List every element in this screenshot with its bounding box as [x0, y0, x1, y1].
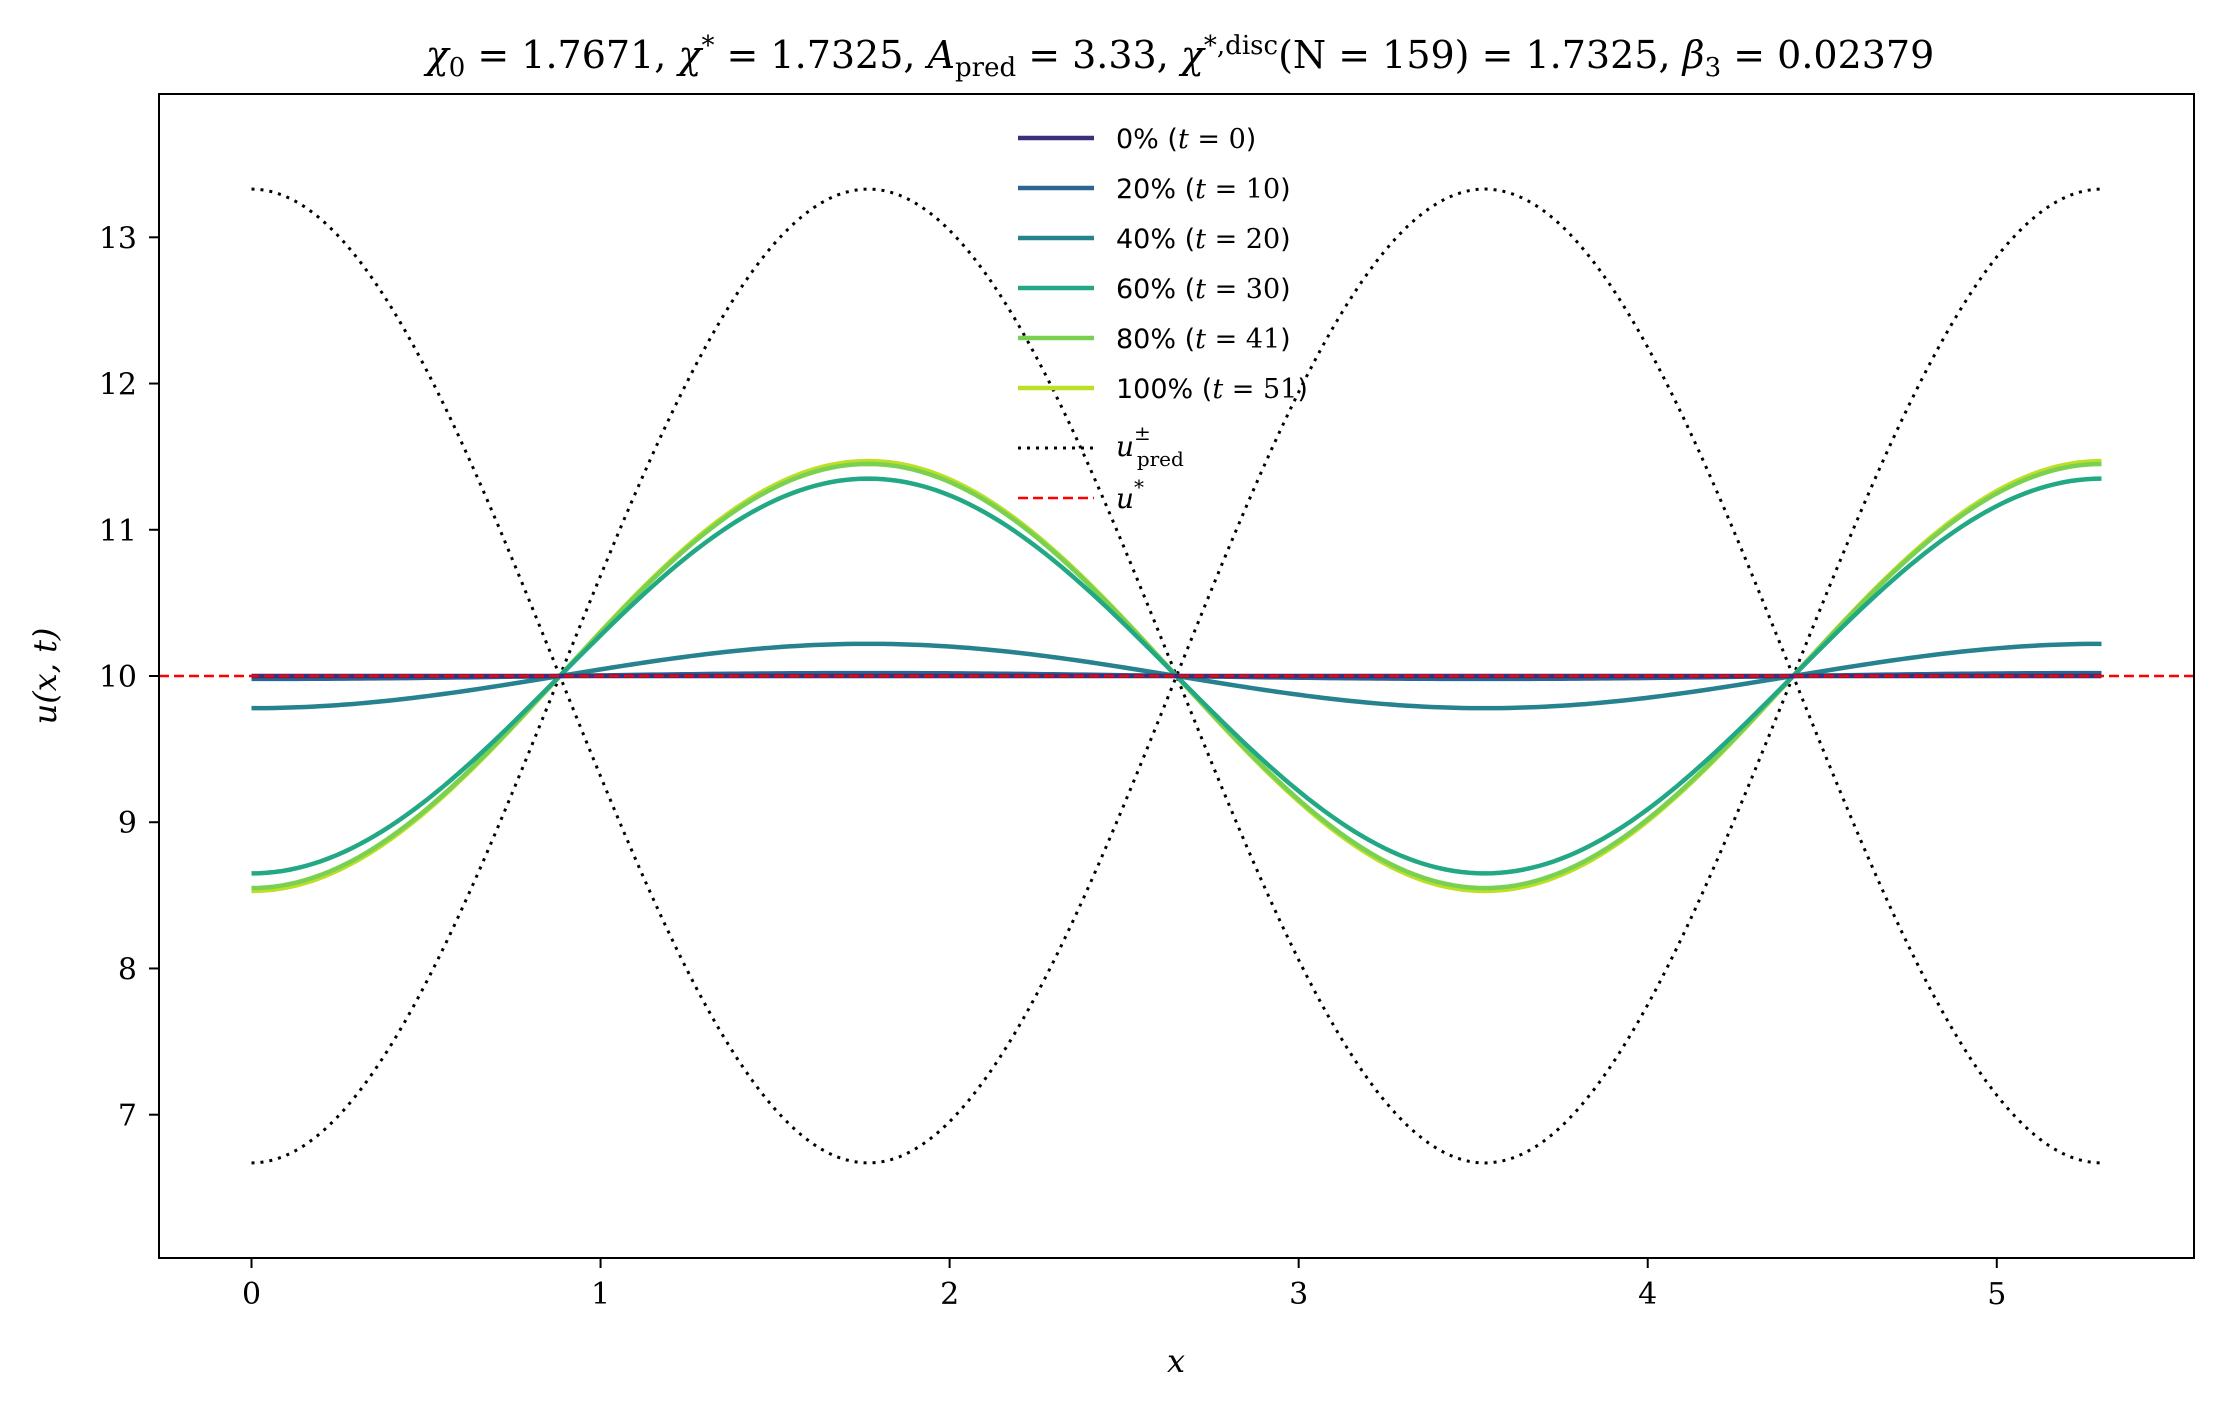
x-tick-label: 5	[1987, 1277, 2006, 1312]
y-axis-label: u(x, t)	[26, 628, 64, 725]
legend-label: 60% (t = 30)	[1116, 274, 1291, 305]
x-axis-label: x	[1167, 1342, 1185, 1380]
chart-title: χ0 = 1.7671, χ* = 1.7325, Apred = 3.33, …	[423, 31, 1935, 83]
x-tick-label: 2	[940, 1277, 959, 1312]
x-tick-label: 3	[1289, 1277, 1308, 1312]
x-tick-label: 0	[242, 1277, 261, 1312]
y-tick-label: 9	[118, 806, 137, 841]
legend-label: u*	[1116, 475, 1144, 515]
legend-label: 80% (t = 41)	[1116, 324, 1291, 355]
legend-label: 40% (t = 20)	[1116, 224, 1291, 255]
y-tick-label: 12	[99, 368, 137, 403]
axes-frame	[158, 93, 2195, 1259]
y-tick-label: 7	[118, 1099, 137, 1134]
y-tick-label: 8	[118, 952, 137, 987]
legend-label: 100% (t = 51)	[1116, 374, 1308, 405]
x-tick-label: 4	[1638, 1277, 1657, 1312]
legend: 0% (t = 0) 20% (t = 10) 40% (t = 20) 60% (t…	[1018, 124, 1308, 515]
legend-label: 0% (t = 0)	[1116, 124, 1256, 155]
y-tick-label: 13	[99, 221, 137, 256]
y-tick-label: 11	[99, 514, 137, 549]
plot-area	[159, 187, 2194, 1165]
x-tick-label: 1	[591, 1277, 610, 1312]
legend-label: 20% (t = 10)	[1116, 174, 1291, 205]
y-tick-label: 10	[99, 660, 137, 695]
legend-label: u± pred	[1116, 421, 1184, 471]
